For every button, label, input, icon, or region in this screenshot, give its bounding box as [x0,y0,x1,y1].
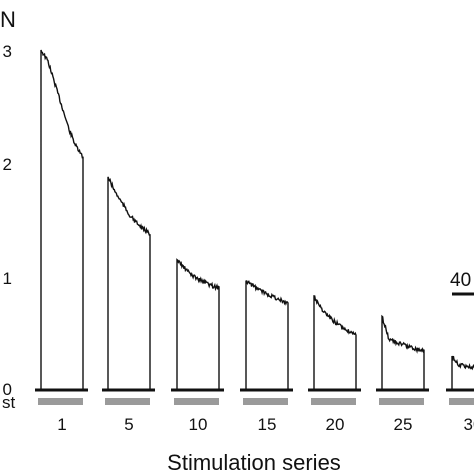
stim-bar-series-15 [243,398,288,405]
trace-series-20 [313,295,357,390]
scale-bar: 40 [450,270,474,296]
stim-bar-series-5 [105,398,150,405]
stimulation-bars [38,398,474,405]
trace-series-30 [451,355,474,390]
stim-bar-series-30 [449,398,474,405]
traces [40,49,474,390]
y-ticks: 0 1 2 3 [3,42,12,399]
stim-bar-series-1 [38,398,83,405]
stim-bar-series-25 [379,398,424,405]
y-tick-label: 0 [3,380,12,399]
trace-series-25 [381,314,425,390]
series-label: 5 [124,415,133,434]
y-tick-label: 1 [3,269,12,288]
series-label: 15 [258,415,277,434]
trace-series-10 [176,258,220,390]
y-axis-title: N [0,7,16,32]
series-label: 10 [189,415,208,434]
series-labels: 151015202530 [57,415,474,434]
stim-label: st [2,393,16,412]
x-axis-title: Stimulation series [167,450,341,474]
series-label: 25 [394,415,413,434]
y-tick-label: 2 [3,155,12,174]
series-label: 30 [464,415,474,434]
series-label: 1 [57,415,66,434]
stim-bar-series-10 [174,398,219,405]
trace-series-1 [40,49,84,390]
trace-series-5 [107,176,151,390]
y-tick-label: 3 [3,42,12,61]
series-label: 20 [326,415,345,434]
stim-bar-series-20 [311,398,356,405]
trace-series-15 [245,280,289,390]
scale-bar-label: 40 [450,270,471,291]
